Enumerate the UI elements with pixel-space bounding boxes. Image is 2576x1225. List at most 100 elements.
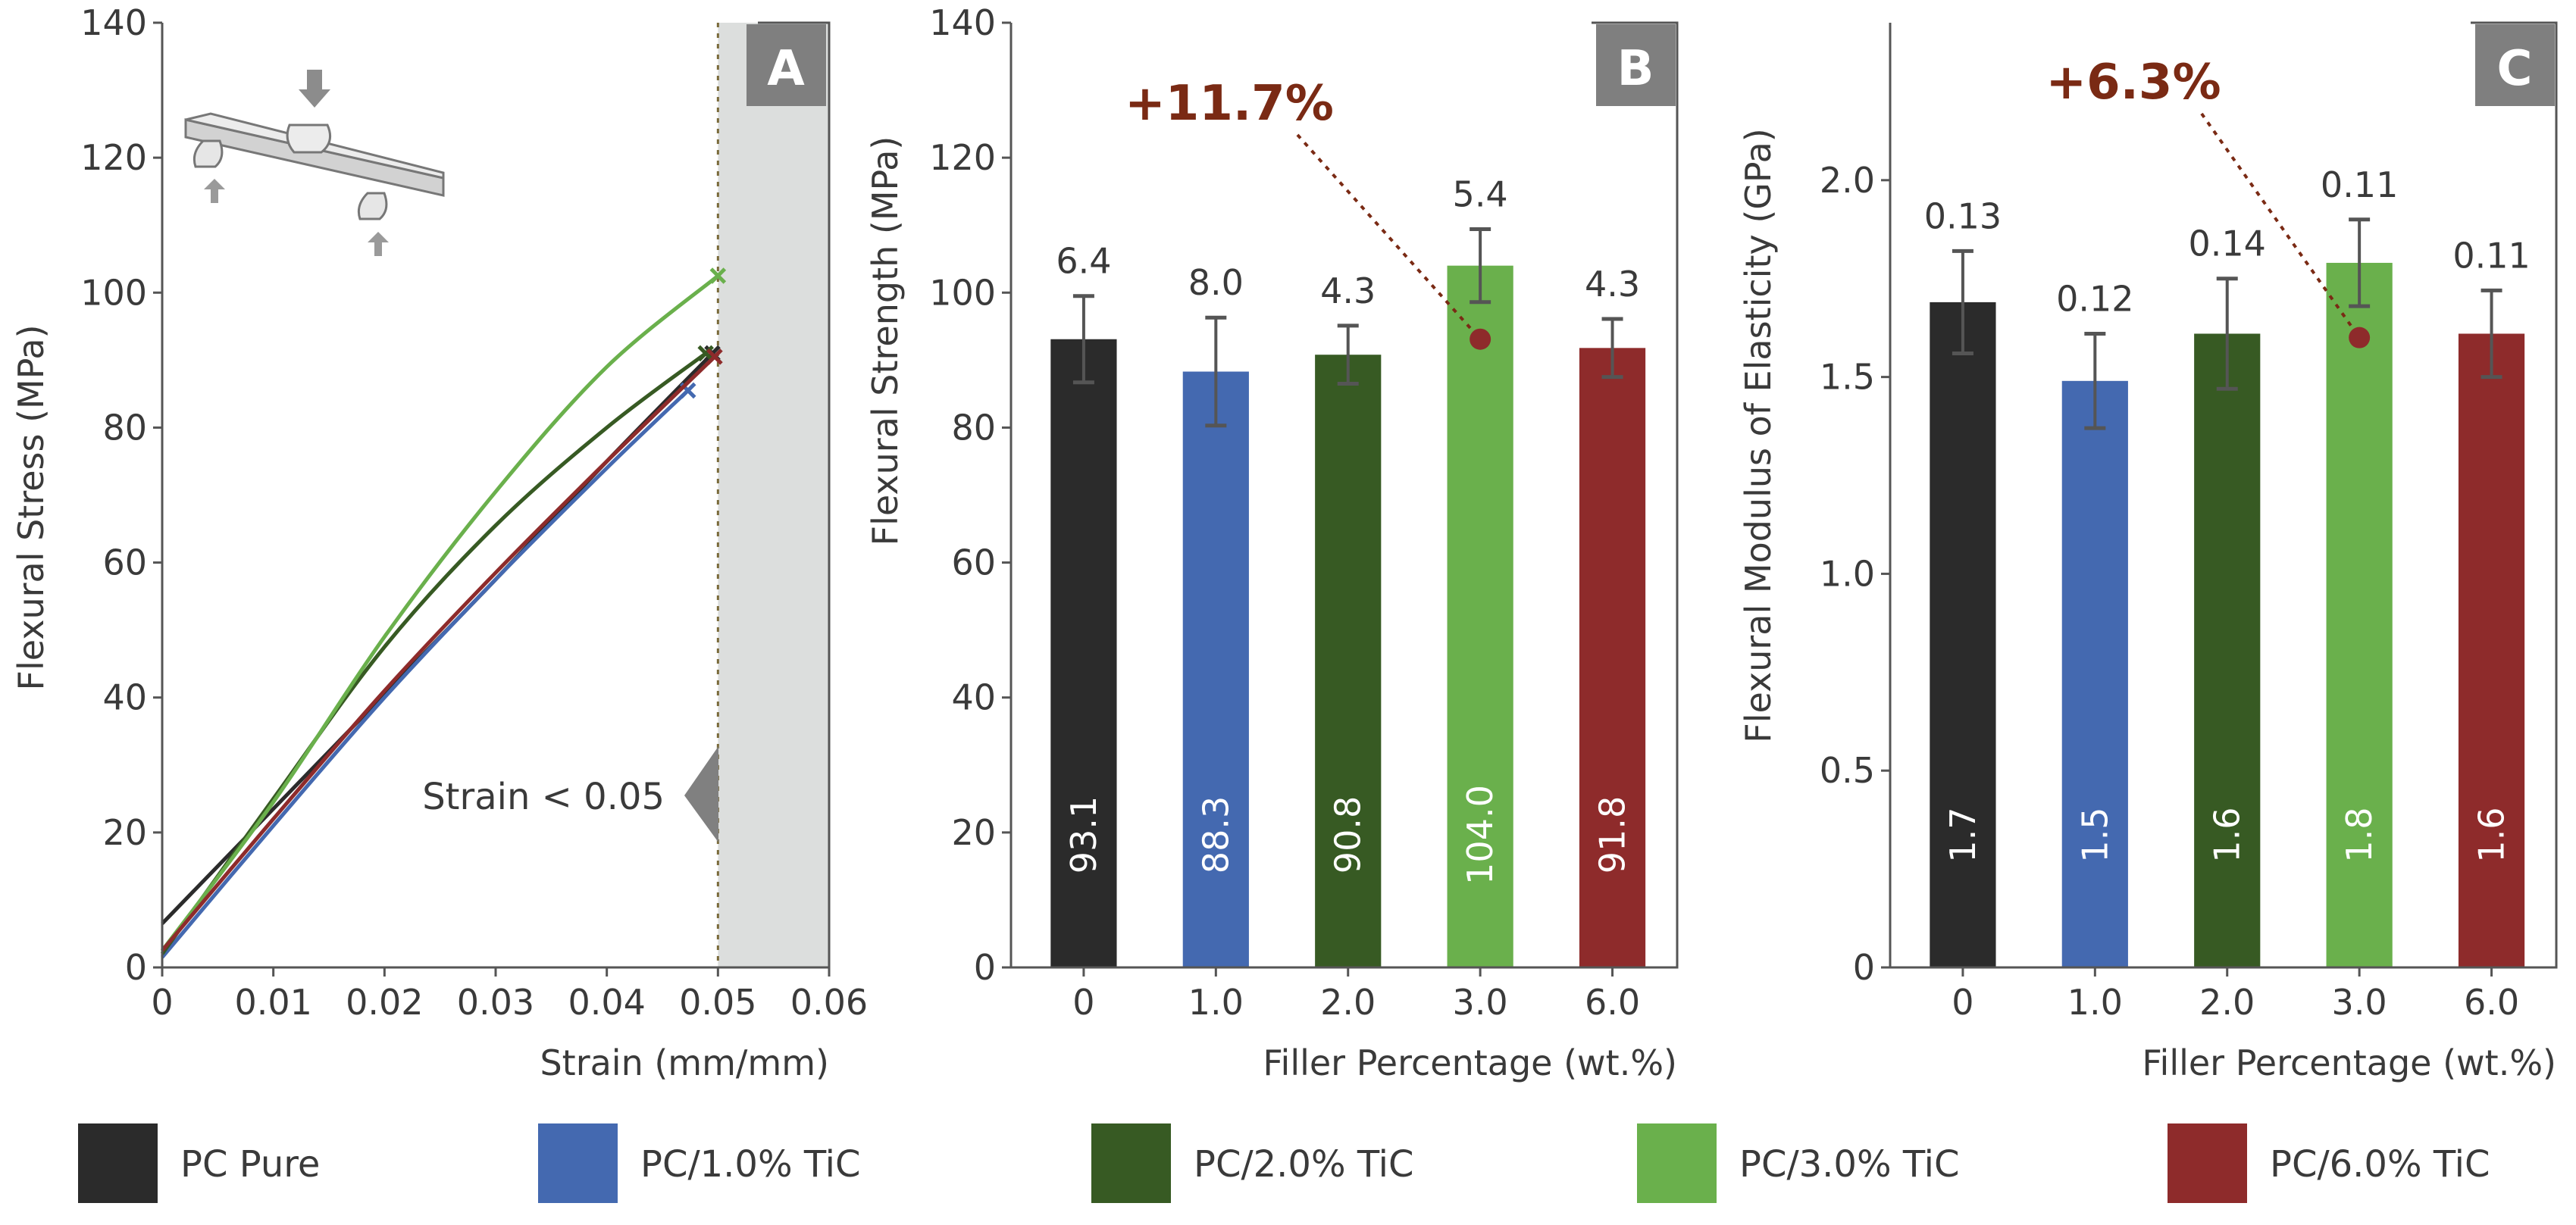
pB-x-tick-label: 3.0 [1453,982,1508,1023]
pC-error-label: 0.14 [2189,223,2266,264]
panel-a-x-tick-label: 0.02 [346,982,423,1023]
pB-y-tick-label: 140 [929,2,996,43]
panel-a-y-tick-label: 120 [80,137,147,178]
pB-y-tick-label: 20 [951,812,996,853]
pC-error-label: 0.12 [2056,278,2133,319]
panel-a-y-tick-label: 60 [102,542,147,583]
legend: PC Pure PC/1.0% TiC PC/2.0% TiC PC/3.0% TiC… [78,1123,2490,1203]
panel-a-shaded-region [718,23,829,967]
panel-b-label-box [1596,24,1676,106]
pC-value-label: 1.6 [2471,807,2512,862]
legend-swatch [2168,1123,2247,1203]
panel-a-ticks: 0 20 40 60 80 100 120 140 0 0.01 0.02 0.03 0.04 0.05 0… [80,2,868,1023]
panel-a-y-tick-label: 20 [102,812,147,853]
pB-bar [1182,371,1249,968]
legend-label: PC/1.0% TiC [640,1143,861,1186]
panel-c-label-box [2475,24,2555,106]
panel-a-x-tick-label: 0.03 [457,982,534,1023]
pC-y-tick-label: 0 [1853,947,1875,988]
pB-y-tick-label: 40 [951,677,996,718]
panel-b-label: B [1617,41,1654,97]
panel-b-improvement-marker [1470,328,1491,350]
pB-error-label: 8.0 [1188,262,1244,303]
pB-y-tick-label: 80 [951,407,996,448]
pB-error-label: 4.3 [1320,270,1376,311]
panel-b-flexural-strength-chart: 6.4 93.1 8.0 88.3 4.3 90.8 5.4 104.0 4.3 91.8 0 20… [865,2,1679,1083]
panel-a-series-end-marker [697,345,714,362]
panel-b-improvement-label: +11.7% [1125,76,1334,132]
pC-value-label: 1.7 [1942,807,1983,862]
pC-value-label: 1.5 [2074,807,2115,862]
panel-a-x-tick-label: 0.01 [234,982,311,1023]
pC-value-label: 1.8 [2339,807,2380,862]
panel-c-y-axis-label: Flexural Modulus of Elasticity (GPa) [1738,128,1779,742]
panel-a-y-tick-label: 40 [102,677,147,718]
three-point-bend-icon [184,70,445,256]
panel-c-improvement-marker [2349,327,2371,348]
panel-b-y-axis-label: Flexural Strength (MPa) [865,136,906,546]
panel-c-improvement-label: +6.3% [2045,55,2221,111]
panel-b-ticks: 0 20 40 60 80 100 120 140 0 1.0 2.0 3.0 6.0 [929,2,1640,1023]
pB-y-tick-label: 120 [929,137,996,178]
panel-c-improvement-leader [2200,112,2361,339]
panel-c-x-axis-label: Filler Percentage (wt.%) [2142,1042,2556,1083]
pB-x-tick-label: 0 [1072,982,1094,1023]
panel-b-axes-frame [1009,21,1679,969]
legend-swatch [78,1123,158,1203]
pB-bar [1447,265,1513,968]
panel-a-x-tick-label: 0.05 [679,982,756,1023]
pB-error-label: 4.3 [1585,264,1640,305]
pC-error-label: 0.11 [2321,164,2398,205]
panel-a-y-tick-label: 100 [80,272,147,313]
panel-a-series-line [161,355,716,952]
panel-a-stress-strain-chart: 0 20 40 60 80 100 120 140 0 0.01 0.02 0.03 0.04 0.05 0… [11,2,868,1083]
panel-a-x-tick-label: 0 [151,982,173,1023]
pC-bar [1930,302,1996,967]
pC-x-tick-label: 2.0 [2199,982,2255,1023]
panel-a-x-tick-label: 0.06 [790,982,868,1023]
pB-y-tick-label: 100 [929,272,996,313]
pC-x-tick-label: 3.0 [2332,982,2387,1023]
panel-c-axes-frame [1889,21,2558,969]
panel-a-y-tick-label: 80 [102,407,147,448]
pB-y-tick-label: 0 [974,947,996,988]
panel-c-label: C [2497,41,2533,97]
panel-a-y-tick-label: 140 [80,2,147,43]
panel-a-series-line [160,274,719,952]
panel-a-x-tick-label: 0.04 [568,982,645,1023]
pB-bar [1050,339,1117,967]
pB-error-label: 5.4 [1453,174,1508,215]
legend-label: PC/6.0% TiC [2270,1143,2490,1186]
pC-x-tick-label: 1.0 [2067,982,2123,1023]
panel-c-bars: 0.13 1.7 0.12 1.5 0.14 1.6 0.11 1.8 0.11 1.6 [1924,164,2531,968]
pC-error-label: 0.11 [2452,235,2530,276]
pC-y-tick-label: 2.0 [1820,160,1875,201]
strain-note-pointer [684,746,718,842]
pC-y-tick-label: 1.5 [1820,357,1875,398]
legend-label: PC Pure [180,1143,320,1186]
legend-swatch [1637,1123,1717,1203]
pC-error-label: 0.13 [1924,195,2002,236]
panel-b-x-axis-label: Filler Percentage (wt.%) [1263,1042,1677,1083]
panel-a-series-line [160,352,707,955]
pB-y-tick-label: 60 [951,542,996,583]
pC-bar [2061,380,2128,968]
legend-label: PC/3.0% TiC [1739,1143,1960,1186]
pB-bar [1315,355,1382,967]
panel-a-axes-frame [161,21,831,969]
pB-x-tick-label: 2.0 [1320,982,1376,1023]
legend-swatch [1091,1123,1171,1203]
pC-value-label: 1.6 [2207,807,2248,862]
pC-x-tick-label: 0 [1952,982,1973,1023]
legend-swatch [538,1123,618,1203]
panel-c-flexural-modulus-chart: 0.13 1.7 0.12 1.5 0.14 1.6 0.11 1.8 0.11 1.6 0 0.5… [1738,21,2558,1083]
panel-b-improvement-leader [1296,133,1482,341]
legend-label: PC/2.0% TiC [1194,1143,1414,1186]
pC-x-tick-label: 6.0 [2464,982,2519,1023]
pB-value-label: 104.0 [1460,785,1501,885]
pB-x-tick-label: 1.0 [1188,982,1244,1023]
pC-bar [2194,333,2261,967]
pC-bar [2326,262,2393,968]
panel-a-x-axis-label: Strain (mm/mm) [540,1042,829,1083]
